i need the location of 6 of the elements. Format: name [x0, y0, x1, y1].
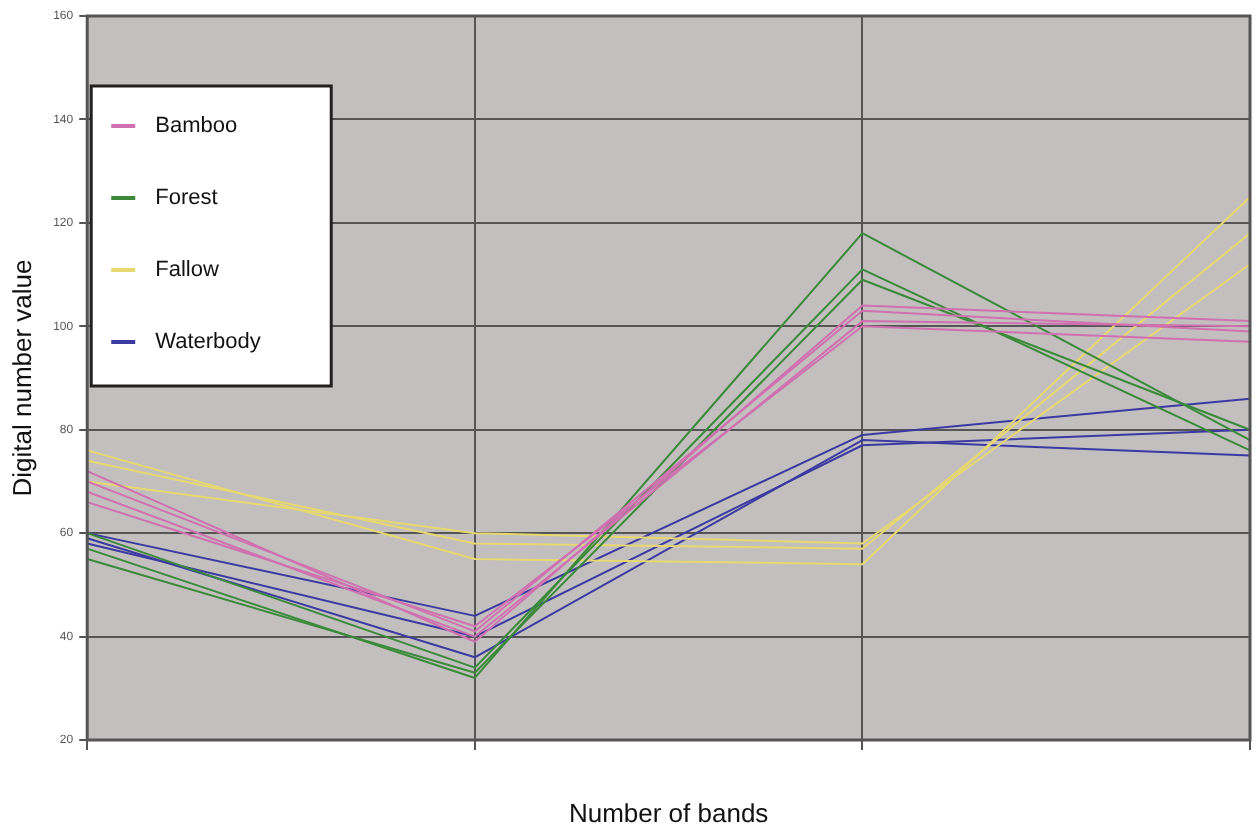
- legend-label: Forest: [155, 186, 218, 211]
- legend-label: Waterbody: [155, 330, 262, 355]
- legend-label: Bamboo: [155, 114, 238, 139]
- y-axis-title: Digital number value: [6, 259, 37, 497]
- legend-label: Fallow: [155, 258, 219, 283]
- x-axis-title: Number of bands: [568, 797, 770, 828]
